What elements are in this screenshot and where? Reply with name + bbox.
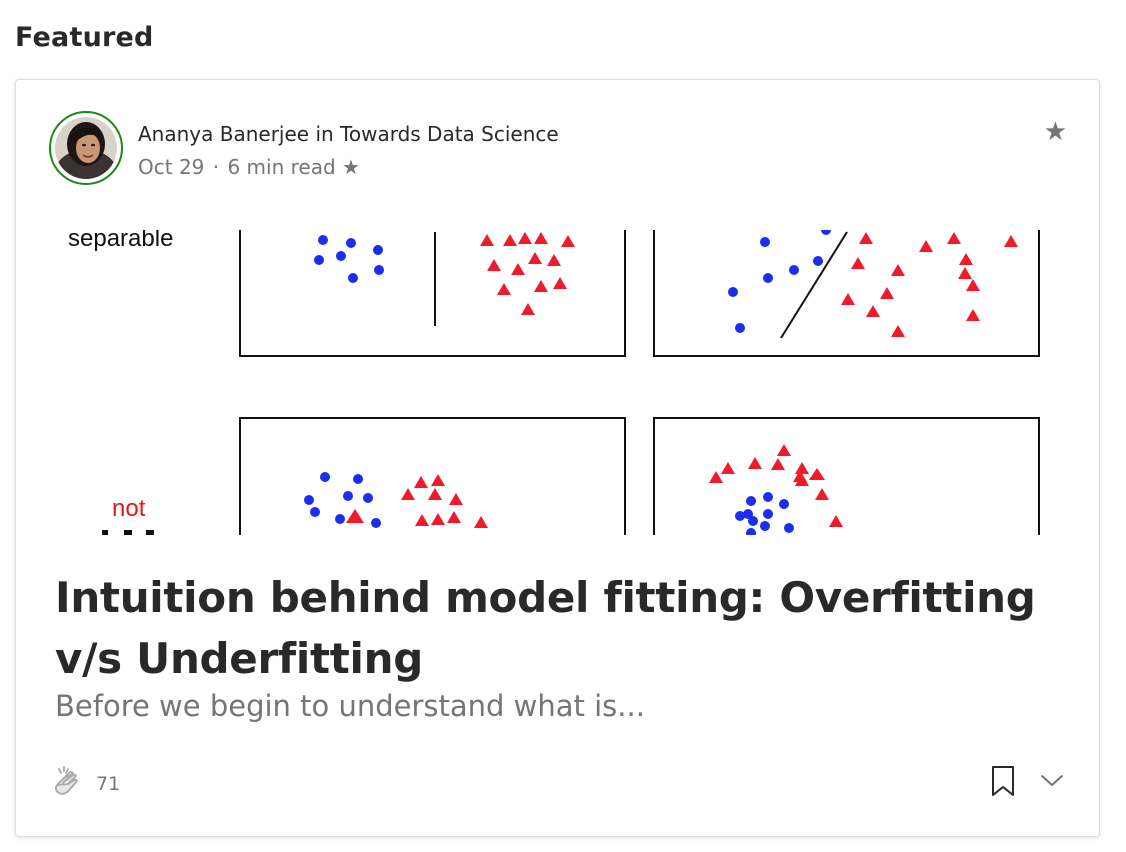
separability-figure: separable not xyxy=(68,230,1040,535)
meta-separator: · xyxy=(212,155,220,179)
post-date: Oct 29 xyxy=(138,155,205,179)
post-meta: Oct 29 · 6 min read ★ xyxy=(138,155,360,179)
author-line: Ananya Banerjee in Towards Data Science xyxy=(138,122,559,146)
clap-count: 71 xyxy=(96,773,121,795)
read-time: 6 min read xyxy=(227,155,336,179)
bookmark-icon[interactable] xyxy=(988,764,1018,798)
section-title: Featured xyxy=(15,22,154,53)
star-icon[interactable]: ★ xyxy=(1043,117,1067,147)
panel-top-left xyxy=(239,230,626,357)
panel-bottom-left xyxy=(239,417,626,535)
avatar-image xyxy=(49,111,123,185)
author-avatar[interactable] xyxy=(48,110,124,186)
panel-top-right xyxy=(653,230,1040,357)
author-connector: in xyxy=(315,122,334,146)
linear-separator-diagonal xyxy=(780,231,848,339)
member-star-icon: ★ xyxy=(342,155,360,179)
publication-name[interactable]: Towards Data Science xyxy=(340,122,559,146)
clap-icon[interactable] xyxy=(49,763,89,803)
chevron-down-icon[interactable] xyxy=(1038,768,1066,794)
post-image[interactable]: separable not xyxy=(54,230,1064,535)
featured-post-card[interactable]: Ananya Banerjee in Towards Data Science … xyxy=(15,79,1100,837)
figure-label-not: not xyxy=(112,495,146,522)
post-title[interactable]: Intuition behind model fitting: Overfitt… xyxy=(55,573,1036,683)
author-name[interactable]: Ananya Banerjee xyxy=(138,122,310,146)
post-subtitle[interactable]: Before we begin to understand what is... xyxy=(55,689,645,723)
panel-bottom-right xyxy=(653,417,1040,535)
figure-label-separable: separable xyxy=(68,230,173,252)
